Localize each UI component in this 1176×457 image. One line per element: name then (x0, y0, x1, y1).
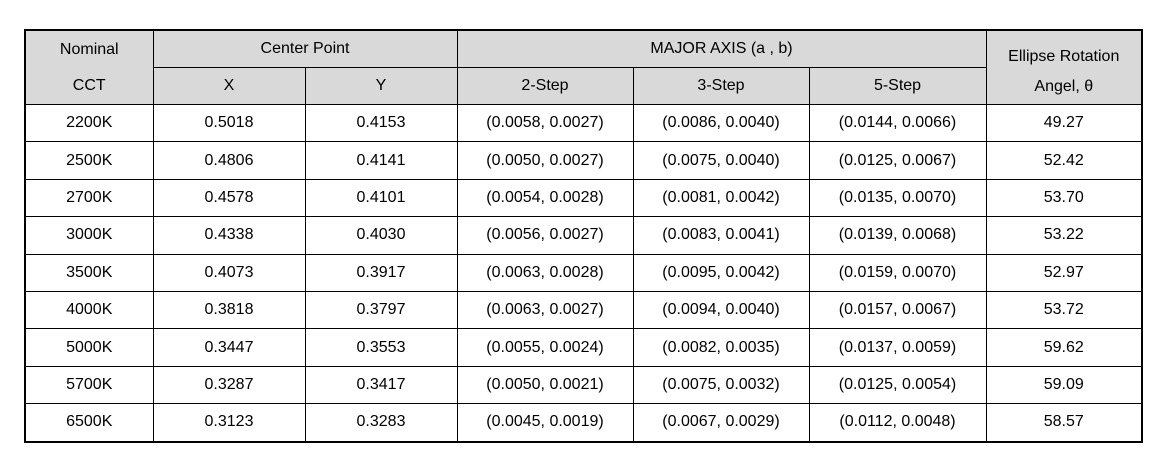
table-row: 4000K 0.3818 0.3797 (0.0063, 0.0027) (0.0094… (24, 290, 1143, 330)
table-cell: 0.3797 (304, 290, 458, 330)
table-cell: (0.0095, 0.0042) (632, 253, 810, 292)
table-cell: 3000K (24, 216, 154, 255)
table-cell: 0.5018 (152, 103, 306, 143)
header-text: Nominal (59, 40, 119, 58)
table-cell: (0.0063, 0.0028) (456, 253, 634, 292)
table-cell: 5700K (24, 365, 154, 405)
header-text: Angel, θ (1034, 77, 1094, 95)
table-cell: 0.3123 (152, 403, 306, 443)
table-cell: (0.0058, 0.0027) (456, 103, 634, 143)
header-cell: 2-Step (456, 67, 634, 105)
table-row: 3000K 0.4338 0.4030 (0.0056, 0.0027) (0.0083… (24, 216, 1143, 255)
table-cell: (0.0055, 0.0024) (456, 328, 634, 367)
table-row: 5000K 0.3447 0.3553 (0.0055, 0.0024) (0.0082… (24, 328, 1143, 367)
table-row: 3500K 0.4073 0.3917 (0.0063, 0.0028) (0.0095… (24, 253, 1143, 292)
table-cell: (0.0086, 0.0040) (632, 103, 810, 143)
table-cell: 2700K (24, 178, 154, 218)
table-cell: 52.42 (985, 141, 1143, 180)
table-cell: (0.0094, 0.0040) (632, 290, 810, 330)
table-cell: (0.0157, 0.0067) (808, 290, 987, 330)
header-cell: X (152, 67, 306, 105)
table-cell: 0.4153 (304, 103, 458, 143)
table-cell: (0.0139, 0.0068) (808, 216, 987, 255)
table-cell: (0.0083, 0.0041) (632, 216, 810, 255)
table-cell: (0.0056, 0.0027) (456, 216, 634, 255)
header-cell: 3-Step (632, 67, 810, 105)
table-cell: 0.4141 (304, 141, 458, 180)
table-cell: 0.4338 (152, 216, 306, 255)
table-cell: (0.0135, 0.0070) (808, 178, 987, 218)
table-cell: 58.57 (985, 403, 1143, 443)
table-cell: 4000K (24, 290, 154, 330)
header-row: X Y 2-Step 3-Step 5-Step (25, 67, 1142, 105)
table-cell: (0.0144, 0.0066) (808, 103, 987, 143)
table-cell: 52.97 (985, 253, 1143, 292)
header-cell: Center Point (152, 29, 458, 68)
table-cell: 53.70 (985, 178, 1143, 218)
ellipse-table: Nominal CCT Center Point MAJOR AXIS (a , … (24, 29, 1144, 443)
table-body: 2200K 0.5018 0.4153 (0.0058, 0.0027) (0.0086… (24, 103, 1143, 443)
table-cell: (0.0075, 0.0032) (632, 365, 810, 405)
table-cell: 53.72 (985, 290, 1143, 330)
table-cell: 2500K (24, 141, 154, 180)
header-cell: MAJOR AXIS (a , b) (456, 29, 987, 68)
table-cell: (0.0050, 0.0021) (456, 365, 634, 405)
table-cell: 0.4073 (152, 253, 306, 292)
header-cell: Nominal CCT (24, 29, 154, 105)
table-cell: (0.0045, 0.0019) (456, 403, 634, 443)
table-cell: 0.4030 (304, 216, 458, 255)
table-cell: 0.3818 (152, 290, 306, 330)
table-header: Nominal CCT Center Point MAJOR AXIS (a , … (24, 29, 1143, 105)
table-cell: 3500K (24, 253, 154, 292)
table-cell: 2200K (24, 103, 154, 143)
table-cell: 0.3553 (304, 328, 458, 367)
header-cell: Y (304, 67, 458, 105)
table-cell: 53.22 (985, 216, 1143, 255)
table-cell: (0.0067, 0.0029) (632, 403, 810, 443)
table-cell: 0.3447 (152, 328, 306, 367)
header-row: Nominal CCT Center Point MAJOR AXIS (a , … (24, 29, 1143, 105)
header-cell: Ellipse Rotation Angel, θ (985, 29, 1143, 105)
table-cell: (0.0125, 0.0054) (808, 365, 987, 405)
table-cell: (0.0159, 0.0070) (808, 253, 987, 292)
table-cell: 0.3287 (152, 365, 306, 405)
table-cell: 0.4578 (152, 178, 306, 218)
table-row: 5700K 0.3287 0.3417 (0.0050, 0.0021) (0.0075… (24, 365, 1143, 405)
table-cell: (0.0081, 0.0042) (632, 178, 810, 218)
header-text: Ellipse Rotation (1008, 47, 1120, 65)
table-cell: 0.4806 (152, 141, 306, 180)
table-cell: (0.0054, 0.0028) (456, 178, 634, 218)
table-row: 2500K 0.4806 0.4141 (0.0050, 0.0027) (0.0075… (24, 141, 1143, 180)
table-cell: 59.09 (985, 365, 1143, 405)
table-cell: 5000K (24, 328, 154, 367)
table-cell: 0.3917 (304, 253, 458, 292)
table-cell: (0.0075, 0.0040) (632, 141, 810, 180)
header-text: CCT (72, 76, 106, 94)
table-row: 6500K 0.3123 0.3283 (0.0045, 0.0019) (0.0067… (24, 403, 1143, 443)
table-cell: 6500K (24, 403, 154, 443)
table-cell: (0.0063, 0.0027) (456, 290, 634, 330)
table-cell: (0.0050, 0.0027) (456, 141, 634, 180)
table-cell: 0.3283 (304, 403, 458, 443)
table-cell: (0.0112, 0.0048) (808, 403, 987, 443)
table-cell: (0.0125, 0.0067) (808, 141, 987, 180)
table-cell: (0.0082, 0.0035) (632, 328, 810, 367)
header-cell: 5-Step (808, 67, 987, 105)
table-cell: 0.4101 (304, 178, 458, 218)
table-cell: 59.62 (985, 328, 1143, 367)
table-cell: (0.0137, 0.0059) (808, 328, 987, 367)
table-row: 2700K 0.4578 0.4101 (0.0054, 0.0028) (0.0081… (24, 178, 1143, 218)
table-row: 2200K 0.5018 0.4153 (0.0058, 0.0027) (0.0086… (24, 103, 1143, 143)
table-cell: 0.3417 (304, 365, 458, 405)
table-cell: 49.27 (985, 103, 1143, 143)
